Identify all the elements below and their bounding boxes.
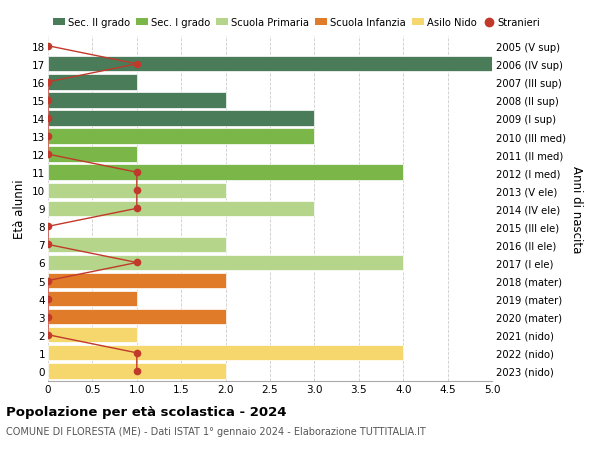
Text: Popolazione per età scolastica - 2024: Popolazione per età scolastica - 2024 bbox=[6, 405, 287, 419]
Bar bbox=[48, 165, 403, 180]
Bar bbox=[48, 93, 226, 108]
Bar bbox=[48, 327, 137, 343]
Bar bbox=[48, 255, 403, 270]
Bar bbox=[48, 309, 226, 325]
Y-axis label: Anni di nascita: Anni di nascita bbox=[570, 165, 583, 252]
Bar bbox=[48, 147, 137, 162]
Bar bbox=[48, 129, 314, 145]
Bar bbox=[48, 345, 403, 361]
Bar bbox=[48, 183, 226, 198]
Text: COMUNE DI FLORESTA (ME) - Dati ISTAT 1° gennaio 2024 - Elaborazione TUTTITALIA.I: COMUNE DI FLORESTA (ME) - Dati ISTAT 1° … bbox=[6, 426, 426, 436]
Bar bbox=[48, 364, 226, 379]
Bar bbox=[48, 57, 492, 73]
Bar bbox=[48, 111, 314, 126]
Bar bbox=[48, 291, 137, 307]
Legend: Sec. II grado, Sec. I grado, Scuola Primaria, Scuola Infanzia, Asilo Nido, Stran: Sec. II grado, Sec. I grado, Scuola Prim… bbox=[53, 18, 541, 28]
Bar bbox=[48, 201, 314, 217]
Bar bbox=[48, 273, 226, 289]
Bar bbox=[48, 75, 137, 90]
Y-axis label: Età alunni: Età alunni bbox=[13, 179, 26, 239]
Bar bbox=[48, 237, 226, 252]
